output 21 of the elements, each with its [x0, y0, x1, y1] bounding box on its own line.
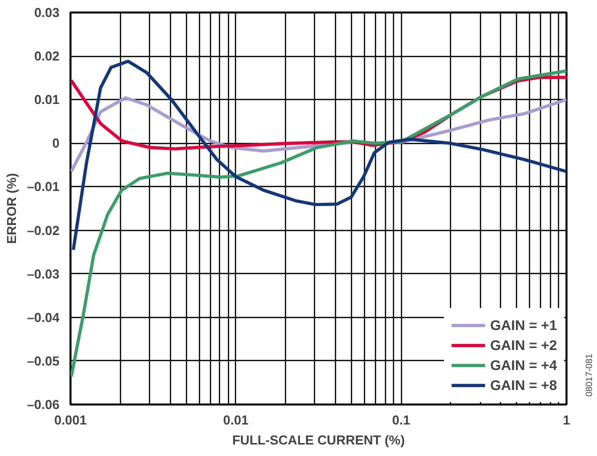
y-tick-label: –0.01 — [26, 179, 60, 194]
y-tick-label: –0.02 — [26, 222, 60, 238]
legend-label: GAIN = +4 — [490, 357, 557, 373]
y-tick-label: 0 — [52, 136, 60, 151]
x-tick-label: 0.01 — [223, 412, 248, 428]
legend-label: GAIN = +2 — [490, 337, 557, 353]
x-tick-label: 0.001 — [54, 412, 87, 428]
y-tick-label: –0.04 — [26, 310, 60, 325]
legend-label: GAIN = +8 — [490, 377, 557, 393]
x-tick-label: 0.1 — [392, 412, 410, 428]
y-tick-label: –0.03 — [26, 266, 60, 282]
y-tick-label: –0.05 — [26, 353, 60, 368]
y-tick-label: 0.03 — [34, 5, 60, 20]
legend-label: GAIN = +1 — [490, 317, 557, 333]
y-tick-label: 0.02 — [34, 48, 60, 64]
y-axis-title: ERROR (%) — [4, 173, 19, 244]
text: 08017-081 — [584, 354, 594, 397]
y-tick-label: 0.01 — [34, 92, 60, 108]
y-tick-label: –0.06 — [26, 397, 60, 412]
x-axis-title: FULL-SCALE CURRENT (%) — [232, 432, 405, 448]
x-tick-label: 1 — [562, 412, 570, 428]
